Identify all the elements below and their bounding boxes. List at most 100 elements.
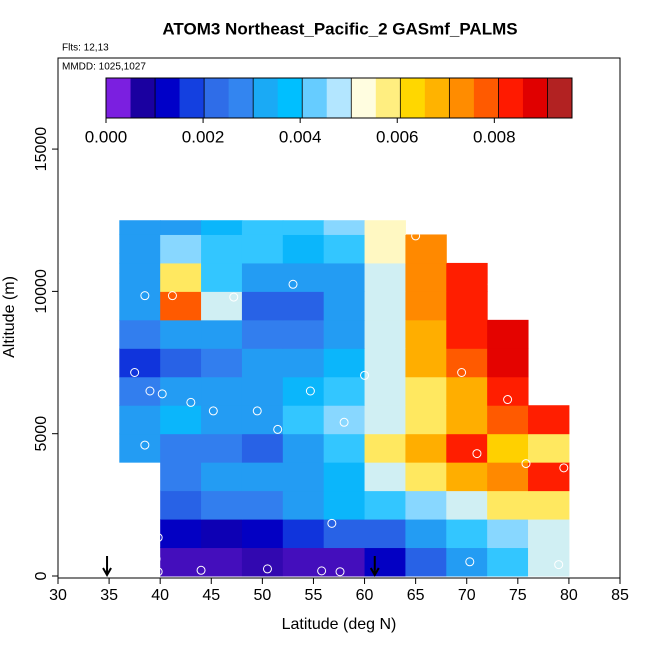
heat-cell bbox=[323, 376, 366, 406]
observation-point bbox=[327, 518, 337, 528]
heat-cell bbox=[446, 348, 488, 378]
heat-cell bbox=[282, 462, 325, 492]
heat-cell bbox=[282, 234, 325, 264]
heat-cell bbox=[405, 433, 447, 463]
heat-cell bbox=[241, 234, 284, 264]
heat-cell bbox=[201, 547, 243, 577]
heat-cell bbox=[282, 220, 325, 235]
x-tick-label: 35 bbox=[100, 587, 118, 604]
heat-cell bbox=[528, 547, 570, 577]
heat-cell bbox=[160, 220, 202, 235]
heat-cell bbox=[405, 234, 447, 264]
colorbar-segment bbox=[130, 78, 156, 118]
heat-cell bbox=[528, 405, 570, 435]
heat-cell bbox=[241, 433, 284, 463]
x-tick-label: 30 bbox=[49, 587, 67, 604]
observation-point bbox=[109, 218, 119, 228]
heat-cell bbox=[282, 376, 325, 406]
subtitle: Flts: 12,13 bbox=[62, 43, 109, 54]
x-tick-label: 85 bbox=[611, 587, 629, 604]
heat-cell bbox=[201, 462, 243, 492]
heat-cell bbox=[201, 519, 243, 549]
heat-cell bbox=[528, 490, 570, 520]
heat-cell bbox=[323, 234, 366, 264]
heat-cell bbox=[323, 291, 366, 321]
observation-point bbox=[554, 560, 564, 570]
heat-cell bbox=[446, 319, 488, 349]
heat-cell bbox=[405, 319, 447, 349]
arrow bbox=[369, 556, 380, 578]
annotation: MMDD: 1025,1027 bbox=[62, 62, 146, 73]
heat-cell bbox=[487, 348, 529, 378]
heat-cell bbox=[160, 262, 202, 292]
heat-cell bbox=[282, 433, 325, 463]
heat-cell bbox=[364, 490, 406, 520]
heat-cell bbox=[160, 547, 202, 577]
heat-cell bbox=[405, 262, 447, 292]
heat-cell bbox=[405, 490, 447, 520]
heat-cell bbox=[241, 462, 284, 492]
heat-cell bbox=[446, 376, 488, 406]
heat-cell bbox=[119, 319, 161, 349]
heat-cell bbox=[487, 519, 529, 549]
colorbar-segment bbox=[155, 78, 180, 118]
observation-point bbox=[503, 395, 513, 405]
x-tick-label: 45 bbox=[202, 587, 220, 604]
heat-cell bbox=[282, 348, 325, 378]
colorbar-segment bbox=[106, 78, 131, 118]
colorbar-tick-label: 0.002 bbox=[182, 127, 225, 146]
observation-point bbox=[208, 406, 218, 416]
heat-cell bbox=[282, 519, 325, 549]
heat-cell bbox=[323, 433, 366, 463]
heat-cell bbox=[364, 376, 406, 406]
heat-cell bbox=[446, 490, 488, 520]
heat-cell bbox=[119, 234, 161, 264]
heat-cell bbox=[241, 262, 284, 292]
heat-cell bbox=[364, 220, 406, 235]
colorbar-segment bbox=[228, 78, 254, 118]
chart-title: ATOM3 Northeast_Pacific_2 GASmf_PALMS bbox=[162, 19, 517, 38]
colorbar-segment bbox=[522, 78, 548, 118]
y-tick-label: 5000 bbox=[33, 416, 50, 452]
colorbar-segment bbox=[277, 78, 303, 118]
heat-cell bbox=[364, 348, 406, 378]
heat-cell bbox=[364, 433, 406, 463]
heat-cell bbox=[241, 220, 284, 235]
observation-point bbox=[157, 389, 167, 399]
heat-cell bbox=[487, 433, 529, 463]
heat-cell bbox=[201, 262, 243, 292]
heat-cell bbox=[446, 547, 488, 577]
colorbar-segment bbox=[179, 78, 205, 118]
heat-cell bbox=[241, 376, 284, 406]
heat-cell bbox=[201, 433, 243, 463]
observation-point bbox=[196, 565, 206, 575]
heat-cell bbox=[364, 319, 406, 349]
heat-cell bbox=[201, 220, 243, 235]
heat-cell bbox=[119, 405, 161, 435]
observation-point bbox=[167, 291, 177, 301]
heat-cell bbox=[282, 291, 325, 321]
heat-cell bbox=[405, 547, 447, 577]
observation-point bbox=[472, 449, 482, 459]
heat-cell bbox=[241, 405, 284, 435]
observation-point bbox=[151, 554, 161, 564]
heat-cell bbox=[160, 319, 202, 349]
heat-cell bbox=[323, 462, 366, 492]
heat-cell bbox=[405, 376, 447, 406]
observation-point bbox=[335, 567, 345, 577]
colorbar-tick-label: 0.006 bbox=[376, 127, 419, 146]
heat-cell bbox=[282, 405, 325, 435]
heat-cell bbox=[241, 319, 284, 349]
heat-cell bbox=[405, 291, 447, 321]
heat-cell bbox=[405, 519, 447, 549]
colorbar-segment bbox=[302, 78, 328, 118]
observation-point bbox=[465, 557, 475, 567]
heat-cell bbox=[487, 376, 529, 406]
observation-point bbox=[273, 424, 283, 434]
x-tick-label: 50 bbox=[253, 587, 271, 604]
observation-point bbox=[153, 533, 163, 543]
observation-point bbox=[140, 440, 150, 450]
heat-cell bbox=[201, 405, 243, 435]
heat-cell bbox=[282, 319, 325, 349]
heat-cell bbox=[201, 291, 243, 321]
